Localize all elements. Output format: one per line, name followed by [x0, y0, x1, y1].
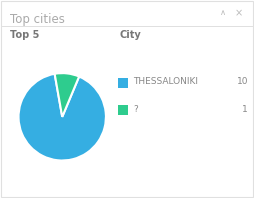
FancyBboxPatch shape	[118, 78, 128, 88]
Text: Top 5: Top 5	[10, 30, 39, 40]
Text: THESSALONIKI: THESSALONIKI	[133, 77, 198, 87]
Text: City: City	[120, 30, 142, 40]
FancyBboxPatch shape	[118, 105, 128, 115]
Text: 10: 10	[236, 77, 248, 87]
Text: Top cities: Top cities	[10, 13, 65, 26]
Text: ×: ×	[235, 8, 243, 18]
Text: ∧: ∧	[220, 8, 226, 17]
Text: 1: 1	[242, 105, 248, 113]
Text: ?: ?	[133, 105, 138, 113]
Wedge shape	[55, 73, 79, 117]
Wedge shape	[19, 74, 106, 161]
